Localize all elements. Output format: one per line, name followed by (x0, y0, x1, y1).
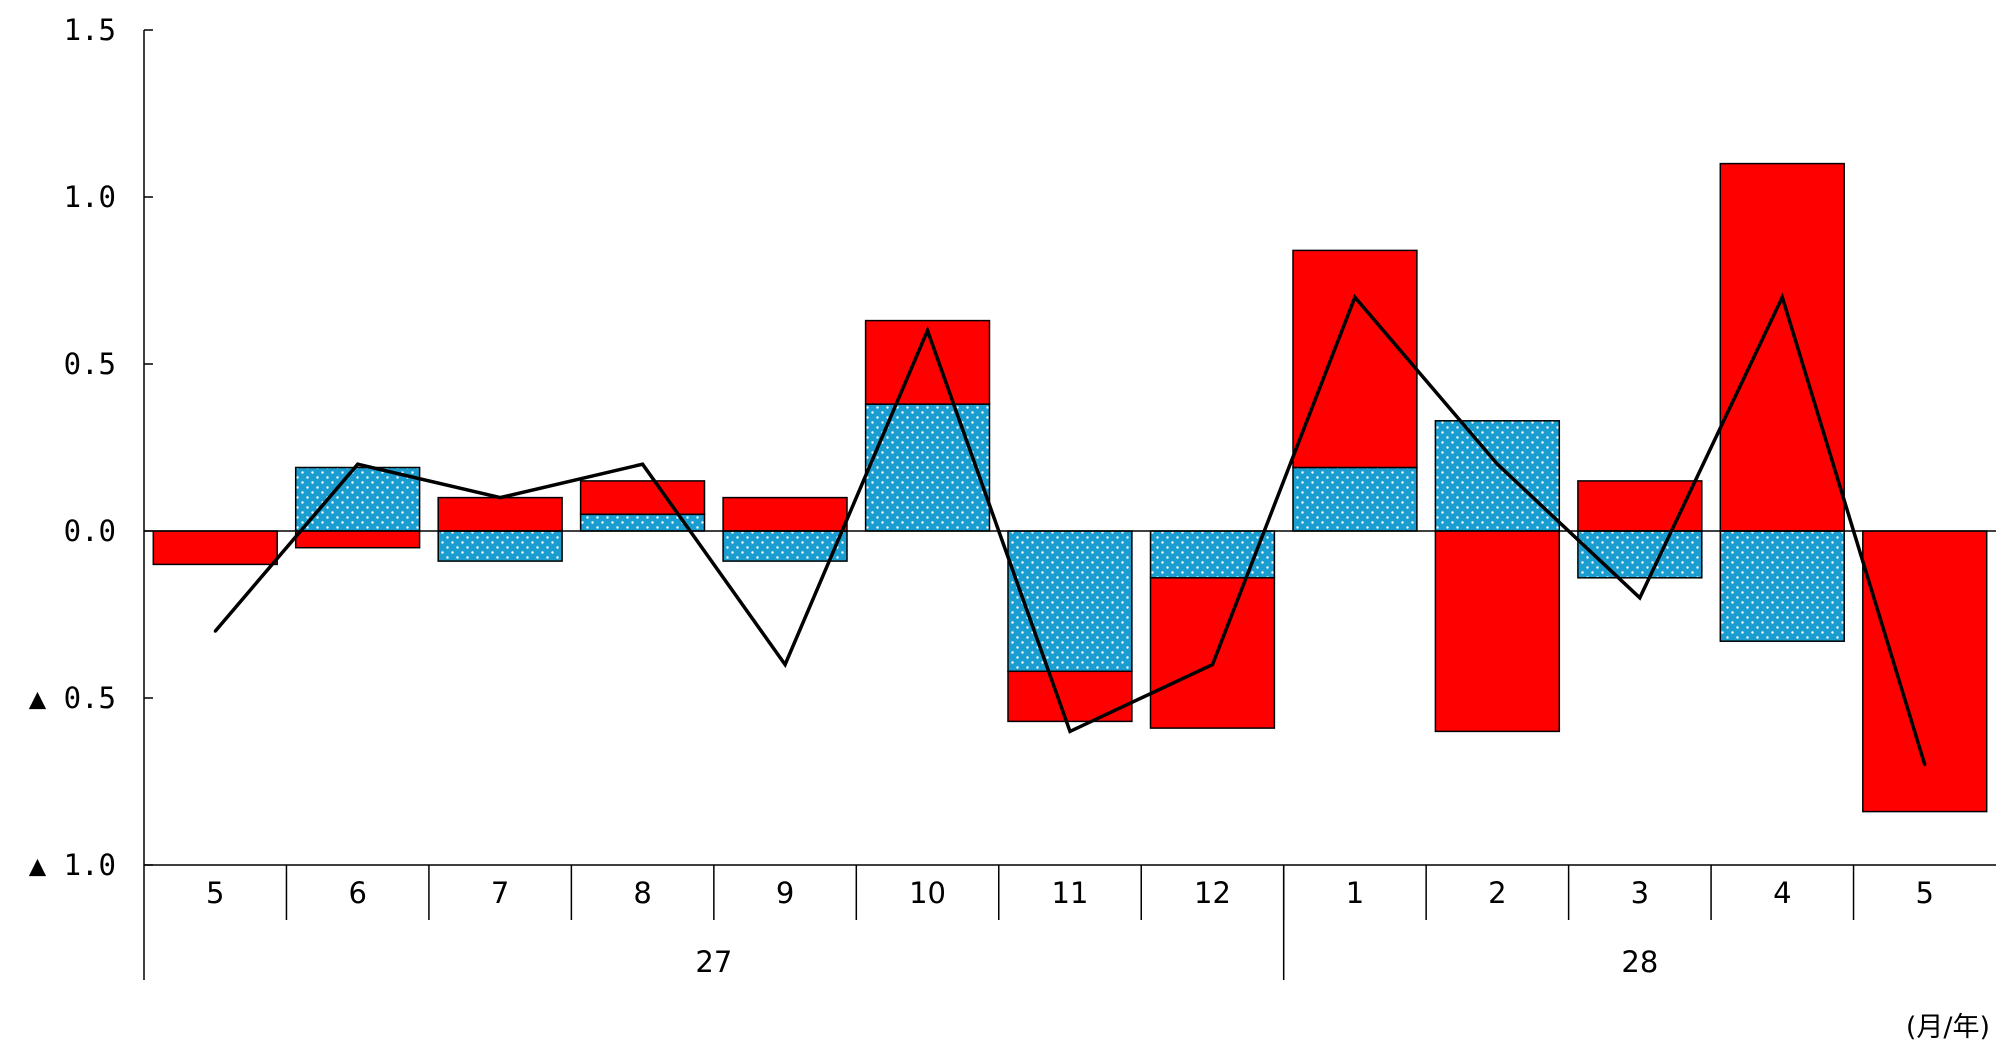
category-label-4: 9 (776, 876, 794, 910)
bar-red-4 (722, 496, 848, 532)
bar-red-8 (1292, 249, 1418, 469)
line-point-0 (213, 629, 217, 633)
line-point-4 (783, 663, 787, 667)
bar-dotted-8 (1292, 466, 1418, 532)
line-point-10 (1638, 596, 1642, 600)
bar-red-3 (579, 480, 706, 516)
bar-dotted-10 (1577, 530, 1703, 579)
unit-label: (月/年) (1906, 1012, 1990, 1043)
y-tick-label-1: 1.0 (64, 180, 116, 214)
bar-red-2 (437, 496, 563, 532)
line-point-12 (1923, 763, 1927, 767)
line-layer (213, 292, 1927, 767)
year-label-1: 28 (1621, 945, 1658, 979)
category-label-2: 7 (491, 876, 509, 910)
bar-red-6 (1007, 670, 1133, 723)
bar-red-12 (1862, 530, 1988, 813)
category-label-8: 1 (1346, 876, 1364, 910)
bar-red-9 (1434, 530, 1561, 733)
line-point-3 (641, 462, 645, 466)
bar-red-11 (1719, 162, 1845, 532)
y-tick-label-4: ▲ 0.5 (29, 681, 116, 715)
bar-red-7 (1149, 577, 1276, 729)
category-label-0: 5 (206, 876, 224, 910)
bar-dotted-2 (437, 530, 563, 562)
y-tick-label-5: ▲ 1.0 (29, 848, 116, 882)
line-point-8 (1353, 295, 1357, 299)
category-label-11: 4 (1773, 876, 1791, 910)
category-label-12: 5 (1916, 876, 1934, 910)
bar-dotted-1 (294, 466, 421, 532)
year-label-0: 27 (695, 945, 732, 979)
bar-dotted-5 (864, 403, 991, 532)
line-point-11 (1780, 295, 1784, 299)
category-label-5: 10 (909, 876, 946, 910)
line-point-6 (1068, 729, 1072, 733)
bar-dotted-6 (1007, 530, 1133, 673)
line-point-5 (926, 329, 930, 333)
bar-dotted-9 (1434, 420, 1561, 532)
category-label-7: 12 (1194, 876, 1231, 910)
y-tick-label-0: 1.5 (64, 13, 116, 47)
axes-layer (143, 29, 1996, 980)
bar-red-0 (152, 530, 278, 566)
category-label-6: 11 (1052, 876, 1089, 910)
y-tick-label-2: 0.5 (64, 347, 116, 381)
category-label-10: 3 (1631, 876, 1649, 910)
line-point-7 (1210, 663, 1214, 667)
label-layer: 1.51.00.50.0▲ 0.5▲ 1.05 6 7 8 9 10 11 12 1 2 3 4 527… (29, 13, 1990, 1043)
category-label-1: 6 (348, 876, 366, 910)
line-point-2 (498, 496, 502, 500)
bar-red-1 (294, 530, 421, 549)
bar-dotted-4 (722, 530, 848, 562)
line-point-1 (356, 462, 360, 466)
category-label-9: 2 (1488, 876, 1506, 910)
line-point-9 (1495, 462, 1499, 466)
bar-dotted-11 (1719, 530, 1845, 642)
bar-red-10 (1577, 480, 1703, 532)
category-label-3: 8 (633, 876, 651, 910)
y-tick-label-3: 0.0 (64, 514, 116, 548)
bar-layer (152, 162, 1988, 813)
